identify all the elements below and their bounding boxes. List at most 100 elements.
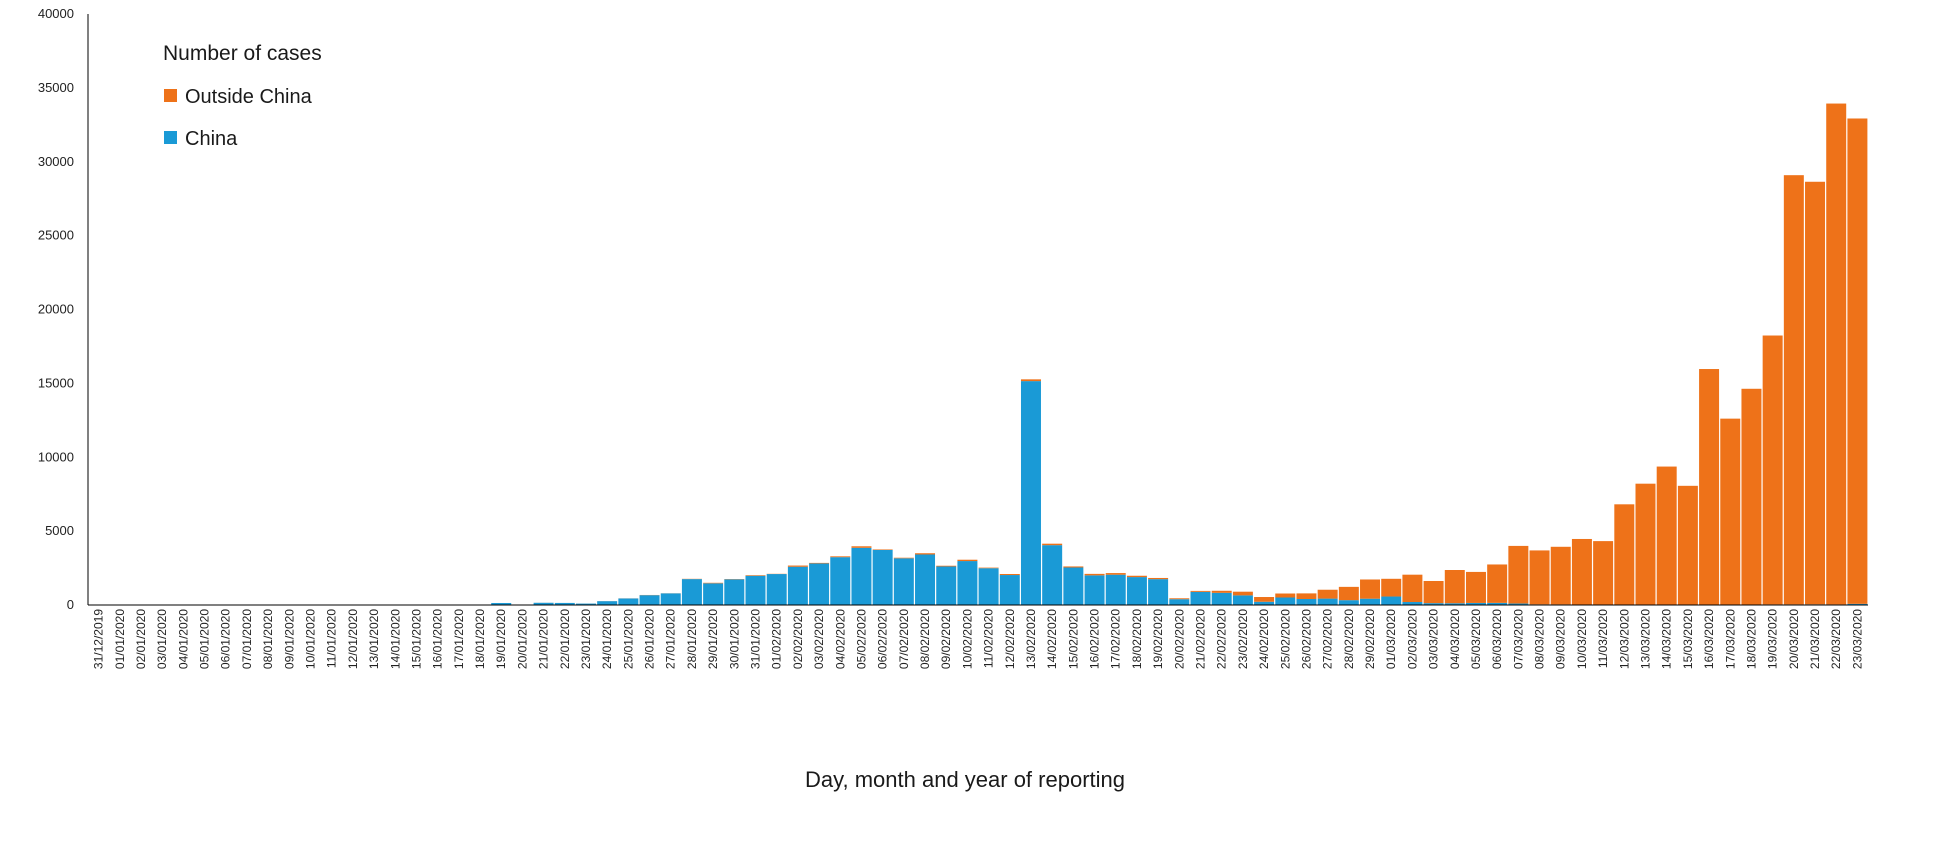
x-tick-label: 31/01/2020 bbox=[749, 609, 763, 669]
bar-china bbox=[979, 568, 999, 605]
x-tick-label: 26/01/2020 bbox=[643, 609, 657, 669]
x-tick-label: 18/03/2020 bbox=[1744, 609, 1758, 669]
y-tick-label: 10000 bbox=[38, 449, 74, 464]
bar-outside-china bbox=[1254, 597, 1274, 602]
bar-outside-china bbox=[1212, 591, 1232, 593]
x-tick-label: 13/01/2020 bbox=[367, 609, 381, 669]
bar-outside-china bbox=[1233, 592, 1253, 596]
x-tick-label: 14/02/2020 bbox=[1045, 609, 1059, 669]
y-tick-label: 25000 bbox=[38, 228, 74, 243]
legend-swatch-china bbox=[164, 131, 177, 144]
x-tick-label: 24/01/2020 bbox=[600, 609, 614, 669]
x-tick-label: 18/02/2020 bbox=[1130, 609, 1144, 669]
x-tick-label: 12/01/2020 bbox=[346, 609, 360, 669]
x-tick-label: 06/02/2020 bbox=[876, 609, 890, 669]
bar-china bbox=[746, 576, 766, 605]
x-tick-label: 23/03/2020 bbox=[1850, 609, 1864, 669]
x-tick-label: 14/03/2020 bbox=[1660, 609, 1674, 669]
bar-china bbox=[1212, 593, 1232, 605]
bar-outside-china bbox=[894, 558, 914, 559]
bar-outside-china bbox=[957, 560, 977, 561]
bar-china bbox=[597, 601, 617, 605]
bar-outside-china bbox=[1148, 578, 1168, 579]
bar-outside-china bbox=[1085, 574, 1105, 575]
x-tick-label: 06/03/2020 bbox=[1490, 609, 1504, 669]
x-tick-label: 19/01/2020 bbox=[494, 609, 508, 669]
bar-china bbox=[1042, 545, 1062, 605]
bar-outside-china bbox=[1614, 504, 1634, 604]
bar-outside-china bbox=[1042, 544, 1062, 545]
bar-outside-china bbox=[1657, 467, 1677, 605]
bar-outside-china bbox=[746, 575, 766, 576]
x-tick-label: 22/03/2020 bbox=[1829, 609, 1843, 669]
x-tick-label: 15/01/2020 bbox=[409, 609, 423, 669]
bar-china bbox=[1233, 595, 1253, 605]
x-tick-label: 19/03/2020 bbox=[1766, 609, 1780, 669]
legend-label-china: China bbox=[185, 128, 238, 150]
x-tick-label: 10/02/2020 bbox=[960, 609, 974, 669]
bar-outside-china bbox=[1572, 539, 1592, 605]
x-tick-label: 15/03/2020 bbox=[1681, 609, 1695, 669]
x-tick-label: 04/02/2020 bbox=[833, 609, 847, 669]
bar-outside-china bbox=[1805, 182, 1825, 605]
bar-china bbox=[1339, 600, 1359, 605]
y-tick-label: 35000 bbox=[38, 80, 74, 95]
bar-china bbox=[830, 557, 850, 605]
bar-china bbox=[1021, 381, 1041, 605]
x-tick-label: 21/02/2020 bbox=[1194, 609, 1208, 669]
x-tick-label: 16/02/2020 bbox=[1088, 609, 1102, 669]
bar-outside-china bbox=[1741, 389, 1761, 605]
x-tick-label: 10/01/2020 bbox=[304, 609, 318, 669]
bar-china bbox=[809, 563, 829, 605]
x-tick-label: 07/03/2020 bbox=[1511, 609, 1525, 669]
bar-outside-china bbox=[809, 563, 829, 564]
bar-china bbox=[1148, 579, 1168, 605]
bar-outside-china bbox=[1275, 594, 1295, 598]
bar-china bbox=[1127, 577, 1147, 605]
bar-china bbox=[703, 583, 723, 605]
y-tick-label: 0 bbox=[67, 597, 74, 612]
bar-china bbox=[1381, 597, 1401, 605]
x-tick-label: 02/02/2020 bbox=[791, 609, 805, 669]
bar-outside-china bbox=[915, 553, 935, 554]
bar-outside-china bbox=[1191, 591, 1211, 592]
x-tick-label: 20/03/2020 bbox=[1787, 609, 1801, 669]
bar-outside-china bbox=[1487, 564, 1507, 602]
bar-outside-china bbox=[1466, 572, 1486, 603]
bar-outside-china bbox=[1551, 547, 1571, 605]
bar-outside-china bbox=[1021, 379, 1041, 381]
bar-outside-china bbox=[979, 568, 999, 569]
x-tick-label: 07/01/2020 bbox=[240, 609, 254, 669]
x-tick-label: 05/01/2020 bbox=[198, 609, 212, 669]
bar-outside-china bbox=[1169, 598, 1189, 599]
x-tick-label: 08/02/2020 bbox=[918, 609, 932, 669]
x-tick-label: 01/01/2020 bbox=[113, 609, 127, 669]
x-tick-label: 30/01/2020 bbox=[727, 609, 741, 669]
x-tick-label: 22/02/2020 bbox=[1215, 609, 1229, 669]
x-tick-label: 28/02/2020 bbox=[1342, 609, 1356, 669]
x-tick-label: 05/03/2020 bbox=[1469, 609, 1483, 669]
bar-outside-china bbox=[830, 556, 850, 557]
y-tick-label: 30000 bbox=[38, 154, 74, 169]
bar-china bbox=[788, 567, 808, 605]
bar-outside-china bbox=[1720, 419, 1740, 605]
bar-china bbox=[957, 561, 977, 605]
x-tick-label: 06/01/2020 bbox=[219, 609, 233, 669]
x-tick-label: 09/01/2020 bbox=[282, 609, 296, 669]
x-tick-label: 11/01/2020 bbox=[325, 609, 339, 668]
x-tick-label: 18/01/2020 bbox=[473, 609, 487, 669]
bar-china bbox=[1000, 575, 1020, 605]
bar-china bbox=[851, 548, 871, 605]
bar-china bbox=[873, 550, 893, 605]
bar-outside-china bbox=[1593, 541, 1613, 605]
x-tick-label: 02/01/2020 bbox=[134, 609, 148, 669]
x-tick-label: 29/02/2020 bbox=[1363, 609, 1377, 669]
bar-outside-china bbox=[1296, 593, 1316, 599]
bar-china bbox=[1318, 599, 1338, 605]
x-tick-label: 05/02/2020 bbox=[854, 609, 868, 669]
x-tick-label: 07/02/2020 bbox=[897, 609, 911, 669]
bar-china bbox=[767, 574, 787, 605]
legend-label-outside-china: Outside China bbox=[185, 86, 313, 108]
bar-china bbox=[1085, 575, 1105, 605]
